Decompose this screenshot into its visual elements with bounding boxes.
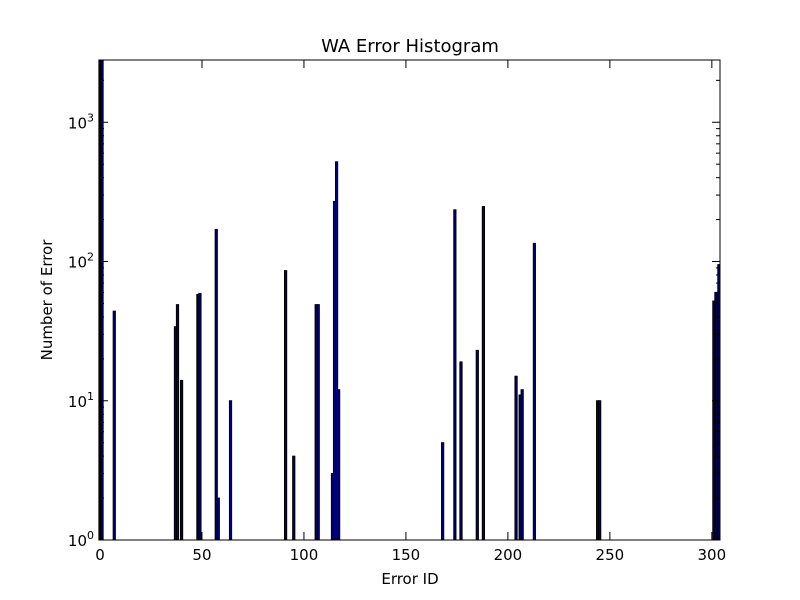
bar — [441, 442, 445, 541]
ticks-group: 0 50 100 150 200 250 300 100 101 102 103 — [68, 60, 726, 564]
bars-group — [98, 59, 721, 541]
x-tick-label: 200 — [494, 546, 523, 564]
x-tick-label: 100 — [290, 546, 319, 564]
bar — [481, 206, 486, 541]
y-tick-label: 102 — [68, 251, 94, 272]
bar — [283, 270, 288, 541]
x-axis-label: Error ID — [381, 570, 438, 588]
x-tick-label: 0 — [95, 546, 105, 564]
bar — [337, 389, 341, 541]
bar — [598, 400, 602, 541]
bar — [175, 304, 180, 541]
bar — [475, 349, 479, 541]
bar — [316, 304, 320, 541]
bar — [453, 209, 457, 541]
bar — [532, 242, 537, 541]
bar — [520, 389, 524, 541]
bar — [459, 361, 463, 541]
x-tick-label: 150 — [392, 546, 421, 564]
x-tick-label: 300 — [698, 546, 727, 564]
y-tick-label: 100 — [68, 529, 94, 550]
bar — [228, 400, 233, 541]
bar — [100, 59, 104, 541]
chart-title: WA Error Histogram — [321, 36, 499, 57]
bar — [198, 292, 202, 541]
bar — [292, 455, 296, 541]
bar — [514, 375, 518, 541]
bar — [179, 379, 184, 541]
bar — [216, 497, 220, 541]
bar — [112, 310, 116, 541]
y-tick-label: 103 — [68, 111, 94, 132]
y-tick-label: 101 — [68, 390, 94, 411]
x-tick-label: 50 — [192, 546, 211, 564]
bar — [214, 228, 218, 541]
plot-frame — [99, 59, 721, 541]
y-axis-label: Number of Error — [38, 239, 56, 361]
x-tick-label: 250 — [596, 546, 625, 564]
